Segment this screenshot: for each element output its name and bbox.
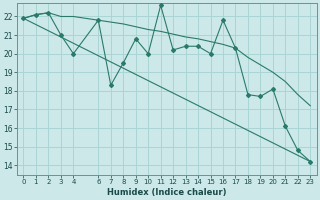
X-axis label: Humidex (Indice chaleur): Humidex (Indice chaleur) (107, 188, 227, 197)
